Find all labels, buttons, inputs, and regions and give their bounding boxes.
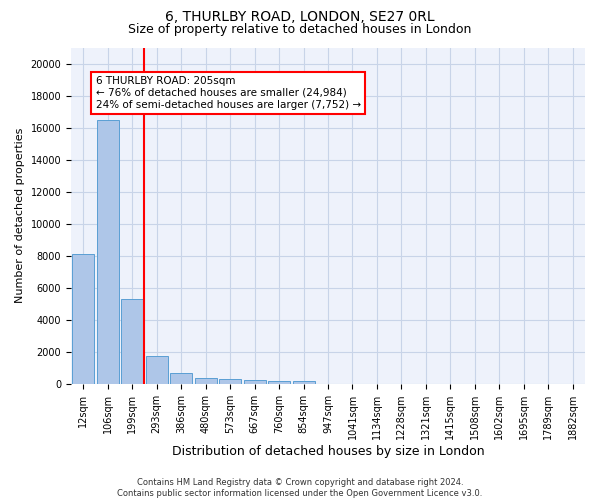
- Text: Size of property relative to detached houses in London: Size of property relative to detached ho…: [128, 22, 472, 36]
- Bar: [97, 120, 119, 384]
- Bar: [170, 374, 192, 384]
- Y-axis label: Number of detached properties: Number of detached properties: [15, 128, 25, 304]
- Bar: [293, 381, 314, 384]
- Bar: [244, 380, 266, 384]
- Bar: [121, 299, 143, 384]
- Text: Contains HM Land Registry data © Crown copyright and database right 2024.
Contai: Contains HM Land Registry data © Crown c…: [118, 478, 482, 498]
- Bar: [219, 379, 241, 384]
- Text: 6 THURLBY ROAD: 205sqm
← 76% of detached houses are smaller (24,984)
24% of semi: 6 THURLBY ROAD: 205sqm ← 76% of detached…: [95, 76, 361, 110]
- X-axis label: Distribution of detached houses by size in London: Distribution of detached houses by size …: [172, 444, 484, 458]
- Bar: [194, 378, 217, 384]
- Bar: [72, 254, 94, 384]
- Bar: [268, 380, 290, 384]
- Bar: [146, 356, 168, 384]
- Text: 6, THURLBY ROAD, LONDON, SE27 0RL: 6, THURLBY ROAD, LONDON, SE27 0RL: [165, 10, 435, 24]
